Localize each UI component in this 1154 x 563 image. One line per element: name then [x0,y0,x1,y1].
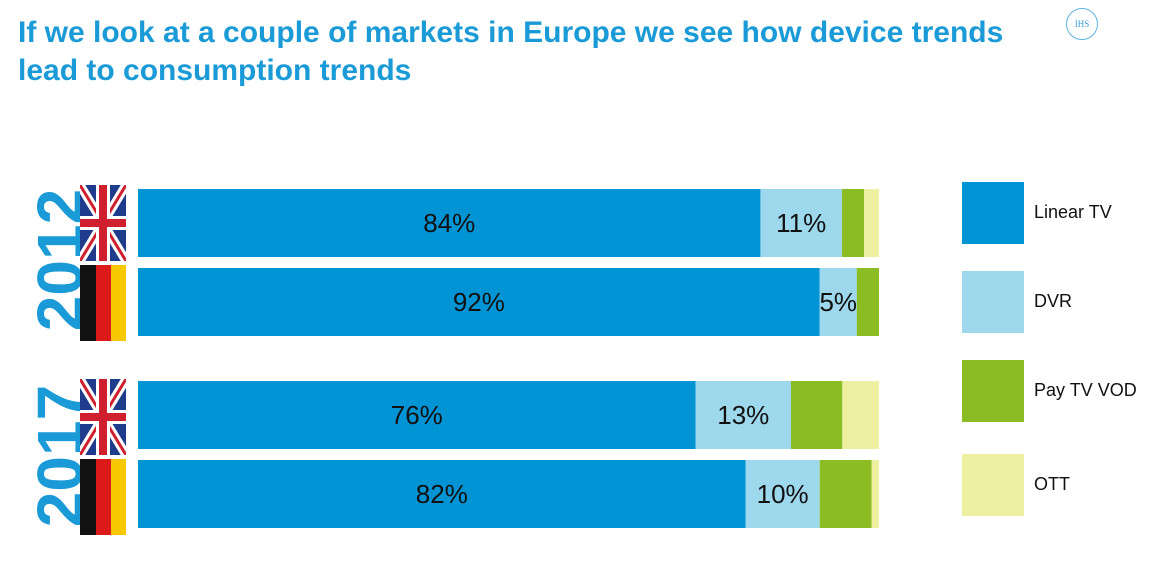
legend-label-dvr: DVR [1034,291,1073,311]
data-label-2017-uk-linear-tv: 76% [391,400,443,430]
bar-2017-uk-ott [842,381,879,449]
data-label-2012-uk-linear-tv: 84% [423,208,475,238]
legend-swatch-ott [962,454,1024,516]
germany-flag-icon [80,459,126,535]
data-label-2017-germany-dvr: 10% [757,479,809,509]
data-label-2012-germany-dvr: 5% [819,287,857,317]
uk-flag-icon [80,379,126,455]
ihs-logo: IHS [1066,8,1098,40]
uk-flag-icon [80,185,126,261]
bar-2017-germany-pay-tv-vod [819,460,872,528]
legend-label-linear-tv: Linear TV [1034,202,1112,222]
bar-2012-germany-pay-tv-vod [856,268,879,336]
germany-flag-icon [80,265,126,341]
bar-2012-uk-pay-tv-vod [841,189,865,257]
bar-2017-germany-linear-tv [138,460,746,528]
legend-swatch-linear-tv [962,182,1024,244]
data-label-2017-germany-linear-tv: 82% [416,479,468,509]
data-label-2017-uk-dvr: 13% [717,400,769,430]
legend-label-ott: OTT [1034,474,1070,494]
bar-2017-germany-dvr [745,460,820,528]
bar-2017-uk-pay-tv-vod [790,381,843,449]
legend-label-pay-tv-vod: Pay TV VOD [1034,380,1137,400]
bar-2012-germany-linear-tv [138,268,820,336]
bar-2012-germany-dvr [819,268,857,336]
bar-2012-uk-linear-tv [138,189,761,257]
data-label-2012-germany-linear-tv: 92% [453,287,505,317]
page-title: If we look at a couple of markets in Eur… [18,16,1004,87]
bar-2012-uk-dvr [760,189,842,257]
data-label-2012-uk-dvr: 11% [776,208,826,238]
legend-swatch-dvr [962,271,1024,333]
legend-swatch-pay-tv-vod [962,360,1024,422]
bar-2017-uk-dvr [695,381,791,449]
bar-2012-uk-ott [864,189,879,257]
bar-2017-uk-linear-tv [138,381,696,449]
bar-2017-germany-ott [871,460,879,528]
